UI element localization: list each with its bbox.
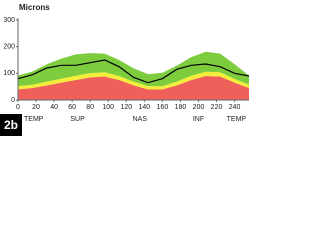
section-label: SUP	[70, 116, 85, 123]
x-tick-label: 80	[86, 104, 94, 111]
chart: Microns 2b 0 100 200 300 0 20 40 60 80 100 120 140 1…	[0, 3, 250, 136]
page: Microns 2b 0 100 200 300 0 20 40 60 80 100 120 140 1…	[0, 0, 250, 136]
x-tick-label: 160	[157, 104, 169, 111]
x-tick-label: 60	[68, 104, 76, 111]
section-label: TEMP	[24, 116, 44, 123]
band-area	[18, 76, 249, 100]
x-tick-label: 120	[120, 104, 132, 111]
x-tick-label: 140	[138, 104, 150, 111]
y-tick-label: 200	[3, 44, 15, 51]
y-tick-label: 300	[3, 17, 15, 24]
chart-title: Microns	[19, 3, 50, 12]
measurement-line	[17, 59, 250, 84]
x-tick-label: 220	[211, 104, 223, 111]
section-label: INF	[193, 116, 204, 123]
band-area	[18, 71, 249, 90]
x-tick-label: 100	[102, 104, 114, 111]
y-tick-label: 0	[11, 97, 15, 104]
panel-label: 2b	[4, 118, 18, 132]
panel-badge	[0, 114, 22, 136]
x-tick-label: 180	[175, 104, 187, 111]
x-tick-label: 40	[50, 104, 58, 111]
x-tick-label: 200	[193, 104, 205, 111]
band-area	[18, 51, 249, 87]
y-tick-label: 100	[3, 70, 15, 77]
x-tick-label: 0	[16, 104, 20, 111]
x-tick-label: 240	[229, 104, 241, 111]
section-label: TEMP	[227, 116, 247, 123]
x-tick-label: 20	[32, 104, 40, 111]
section-label: NAS	[133, 116, 148, 123]
